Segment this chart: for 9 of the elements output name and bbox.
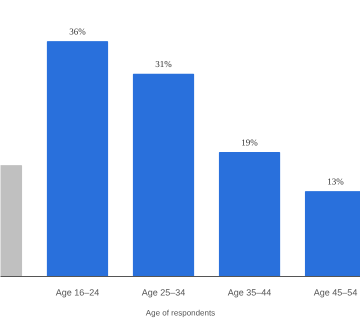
x-tick-label: Age 35–44	[228, 288, 272, 298]
x-tick-label: Age 45–54	[314, 288, 358, 298]
x-tick-label: Age 25–34	[142, 288, 186, 298]
data-label: 13%	[327, 176, 344, 187]
x-tick-label: Age 16–24	[56, 288, 100, 298]
data-label: 36%	[69, 26, 86, 37]
data-label: 31%	[155, 59, 172, 70]
data-label: 19%	[241, 138, 258, 148]
x-axis-title: Age of respondents	[146, 308, 216, 318]
